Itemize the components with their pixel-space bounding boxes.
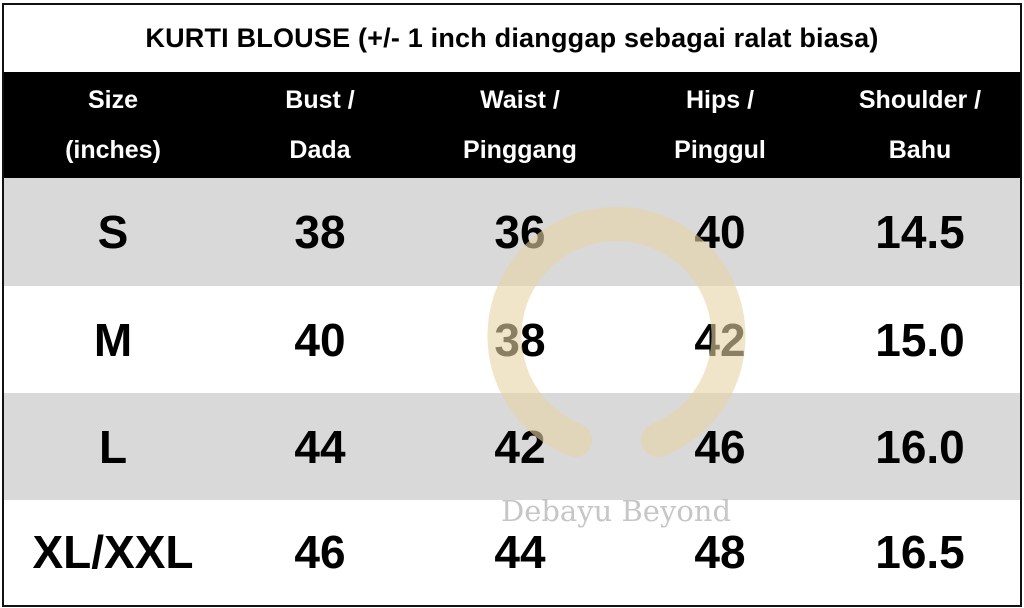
measurement-cell: 46 [294, 526, 346, 578]
measurement-cell: 36 [494, 206, 546, 258]
measurement-cell: 44 [494, 526, 546, 578]
table-header: Size (inches) Bust / Dada Waist / Pinggang Hip… [4, 72, 1020, 178]
table-row: XL/XXL 46 44 48 16.5 [4, 500, 1020, 604]
table-row: S 38 36 40 14.5 [4, 178, 1020, 286]
measurement-cell: 48 [694, 526, 746, 578]
measurement-cell: 44 [294, 420, 346, 473]
column-header-line: Shoulder / [858, 86, 982, 114]
measurement-cell: 15.0 [875, 313, 965, 366]
column-header: Hips / Pinggul [620, 72, 820, 178]
table-row: M 40 38 42 15.0 [4, 286, 1020, 393]
size-cell: M [93, 313, 133, 366]
size-cell: S [97, 206, 129, 258]
measurement-cell: 38 [294, 206, 346, 258]
measurement-cell: 40 [694, 206, 746, 258]
size-cell: L [98, 420, 128, 473]
measurement-cell: 14.5 [875, 206, 965, 258]
column-header: Bust / Dada [220, 72, 420, 178]
column-header-line: (inches) [65, 136, 161, 164]
measurement-cell: 42 [494, 420, 546, 473]
column-header-line: Bust / [285, 86, 355, 114]
measurement-cell: 40 [294, 313, 346, 366]
column-header: Size (inches) [13, 72, 213, 178]
column-header-line: Hips / [685, 86, 755, 114]
measurement-cell: 46 [694, 420, 746, 473]
watermark-text: Debayu Beyond [500, 494, 732, 528]
size-cell: XL/XXL [32, 526, 194, 578]
table-row: L 44 42 46 16.0 [4, 393, 1020, 500]
table-border [2, 3, 1022, 607]
column-header: Waist / Pinggang [420, 72, 620, 178]
column-header-line: Bahu [888, 136, 952, 164]
measurement-cell: 16.5 [875, 526, 965, 578]
column-header-line: Pinggang [463, 136, 577, 164]
measurement-cell: 38 [494, 313, 546, 366]
column-header-line: Waist / [480, 86, 560, 114]
measurement-cell: 16.0 [875, 420, 965, 473]
chart-title: KURTI BLOUSE (+/- 1 inch dianggap sebaga… [145, 22, 879, 53]
column-header: Shoulder / Bahu [820, 72, 1020, 178]
column-header-line: Size [87, 86, 139, 114]
measurement-cell: 42 [694, 313, 746, 366]
column-header-line: Dada [289, 136, 351, 164]
column-header-line: Pinggul [674, 136, 766, 164]
